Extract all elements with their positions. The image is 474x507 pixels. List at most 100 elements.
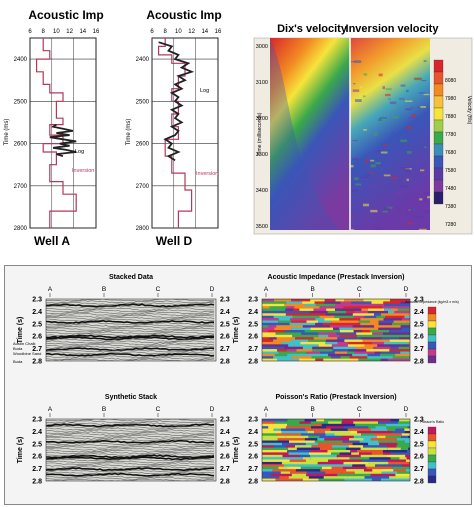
- seismic-2-cell: [332, 349, 349, 353]
- seismic-2-cell: [262, 322, 290, 326]
- seismic-3-cell: [396, 445, 410, 449]
- seismic-2-cell: [262, 339, 274, 343]
- seismic-3-cell: [262, 438, 278, 442]
- seismic-2-cell: [394, 310, 410, 314]
- seismic-3-cell: [336, 454, 361, 458]
- seismic-1-trace-label: C: [156, 406, 161, 413]
- seismic-2-cell: [331, 320, 359, 324]
- wellD-y-tick-label: 2400: [136, 57, 150, 63]
- seismic-0-reflector: [46, 309, 215, 313]
- seismic-2-cell: [308, 353, 329, 357]
- seismic-2-cell: [317, 341, 326, 345]
- seismic-3-cell: [342, 466, 367, 470]
- seismic-2-cell: [333, 327, 340, 331]
- seismic-2-cell: [367, 353, 380, 357]
- inversion-velocity-speckle: [427, 156, 430, 158]
- seismic-2-cell: [262, 327, 275, 331]
- seismic-2-cell: [262, 306, 270, 310]
- seismic-2-cell: [364, 344, 378, 348]
- seismic-2-cell: [390, 308, 398, 312]
- inversion-velocity-speckle: [362, 95, 366, 98]
- seismic-3-cell: [295, 469, 321, 473]
- well-d-log-label: Log: [200, 88, 209, 94]
- seismic-3-cell: [274, 421, 300, 425]
- inversion-velocity-speckle: [366, 174, 370, 177]
- seismic-2-cell: [368, 308, 385, 312]
- seismic-2-colorbar-swatch: [427, 320, 437, 329]
- seismic-2-cell: [324, 318, 340, 322]
- seismic-2-cell: [378, 327, 402, 331]
- seismic-2-cell: [339, 318, 361, 322]
- seismic-panels: Stacked Data A B C D 2.3 2.3 2.4 2.4 2.5 2.5 2.6 2.6…: [13, 274, 459, 486]
- inversion-velocity-speckle: [403, 167, 410, 171]
- well-d-title: Acoustic Imp: [146, 8, 221, 22]
- seismic-3-y-tick-right: 2.7: [414, 466, 424, 473]
- seismic-3-cell: [262, 419, 288, 422]
- seismic-3-colorbar-swatch: [427, 475, 437, 484]
- seismic-2-cell: [285, 308, 293, 312]
- inversion-velocity-speckle: [368, 172, 374, 174]
- seismic-3-cell: [307, 430, 315, 434]
- seismic-3-cell: [372, 423, 386, 427]
- wellA-x-tick-label: 16: [93, 29, 100, 35]
- seismic-3-cell: [322, 466, 332, 470]
- seismic-1-y-tick-left: 2.3: [32, 417, 42, 424]
- seismic-3-cell: [357, 430, 378, 434]
- inversion-velocity-speckle: [411, 114, 416, 117]
- seismic-3-cell: [262, 450, 288, 453]
- seismic-3-cell: [328, 459, 338, 463]
- seismic-1-reflector: [46, 436, 215, 440]
- seismic-2-colorbar-swatch: [427, 334, 437, 343]
- seismic-2-y-tick-right: 2.4: [414, 309, 424, 316]
- velocity-colorbar-tick: 8080: [445, 78, 456, 84]
- seismic-3-cell: [341, 471, 355, 475]
- seismic-2-cell: [274, 334, 293, 338]
- seismic-3-border: [261, 418, 411, 482]
- seismic-2-cell: [268, 325, 277, 329]
- inversion-velocity-speckle: [429, 134, 430, 138]
- seismic-2-cell: [352, 325, 375, 329]
- seismic-3-cell: [262, 459, 290, 463]
- seismic-2-cell: [366, 349, 390, 353]
- seismic-2-trace-label: A: [264, 286, 269, 293]
- inversion-velocity-speckle: [374, 227, 383, 230]
- seismic-3-cell: [371, 478, 381, 481]
- seismic-0-title: Stacked Data: [109, 274, 153, 281]
- seismic-2-colorbar-swatch: [427, 348, 437, 357]
- seismic-2-cell: [328, 353, 353, 357]
- seismic-2-cell: [363, 299, 390, 302]
- seismic-2-cell: [342, 358, 359, 361]
- velocity-y-tick-label: 3200: [256, 116, 268, 122]
- seismic-0-horizon-label: Buda: [13, 359, 23, 364]
- seismic-2-cell: [325, 313, 353, 317]
- seismic-2-colorbar-swatch: [427, 341, 437, 350]
- seismic-3-cell: [281, 461, 301, 465]
- seismic-1-reflector: [46, 465, 215, 469]
- wellA-y-tick-label: 2500: [14, 99, 28, 105]
- seismic-3-cell: [404, 478, 410, 481]
- inversion-velocity-speckle: [427, 181, 430, 184]
- seismic-2-cell: [360, 318, 384, 322]
- seismic-3-cell: [285, 435, 309, 439]
- seismic-3-cell: [300, 461, 318, 465]
- inversion-velocity-speckle: [400, 84, 406, 87]
- seismic-3-cell: [262, 430, 282, 434]
- seismic-2-cell: [276, 325, 303, 329]
- seismic-2-colorbar-swatch: [427, 327, 437, 336]
- velocity-colorbar-swatch: [433, 83, 444, 97]
- seismic-1-reflector: [46, 445, 215, 449]
- seismic-0-y-tick-right: 2.4: [220, 309, 230, 316]
- seismic-0-reflector: [46, 351, 214, 355]
- seismic-2-cell: [268, 330, 285, 333]
- seismic-3-cell: [387, 459, 406, 463]
- seismic-3-cell: [346, 469, 364, 473]
- seismic-3-cell: [359, 452, 372, 456]
- seismic-3-cell: [323, 476, 348, 480]
- seismic-3-cell: [310, 421, 329, 425]
- seismic-3-cell: [305, 459, 329, 463]
- inversion-velocity-speckle: [406, 89, 409, 93]
- inversion-velocity-speckle: [390, 188, 395, 192]
- seismic-2-cell: [378, 334, 400, 338]
- inversion-velocity-speckle: [406, 178, 409, 182]
- seismic-3-cell: [313, 473, 338, 477]
